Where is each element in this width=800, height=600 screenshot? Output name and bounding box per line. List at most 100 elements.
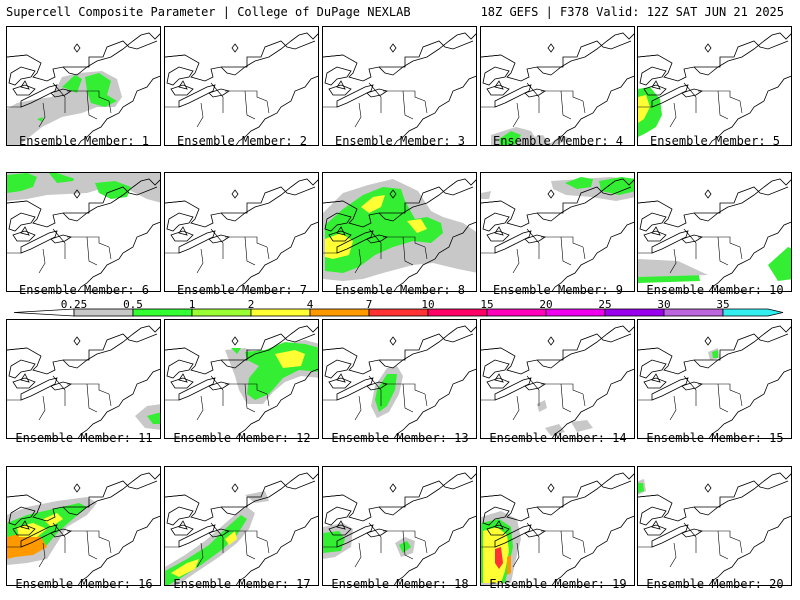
basemap-outline — [638, 472, 791, 585]
legend-tick-label: 20 — [539, 298, 553, 311]
diamond-marker-icon — [704, 43, 712, 53]
legend-color-segment — [309, 308, 370, 317]
scp-shaded-area — [225, 531, 237, 545]
legend-tick-label: 30 — [657, 298, 671, 311]
basemap-outline — [638, 178, 791, 291]
ensemble-member-panel — [480, 319, 635, 439]
ensemble-member-label: Ensemble Member: 16 — [15, 577, 153, 591]
ensemble-member-panel — [6, 466, 161, 586]
legend-color-segment — [368, 308, 429, 317]
scp-shaded-area — [571, 420, 593, 432]
ensemble-member-panel — [322, 319, 477, 439]
legend-color-segment — [250, 308, 311, 317]
scp-shaded-area — [399, 541, 411, 553]
ensemble-member-panel — [6, 26, 161, 146]
diamond-marker-icon — [547, 43, 555, 53]
color-scale-legend — [13, 308, 784, 317]
ensemble-member-label: Ensemble Member: 1 — [18, 134, 150, 148]
scp-shaded-area — [323, 531, 345, 553]
basemap-outline — [481, 325, 634, 438]
ensemble-member-label: Ensemble Member: 8 — [334, 283, 466, 297]
map-canvas — [7, 32, 160, 145]
basemap-outline — [7, 325, 160, 438]
scp-shaded-area — [407, 219, 427, 233]
map-canvas — [165, 32, 318, 145]
scp-shaded-area — [565, 177, 593, 189]
legend-tick-label: 7 — [365, 298, 373, 311]
ensemble-member-panel — [164, 319, 319, 439]
diamond-marker-icon — [547, 336, 555, 346]
diamond-marker-icon — [73, 189, 81, 199]
diamond-marker-icon — [704, 483, 712, 493]
scp-shaded-area — [17, 523, 47, 537]
ensemble-member-panel — [164, 172, 319, 292]
scp-shaded-area — [638, 95, 650, 123]
legend-color-segment — [722, 308, 784, 317]
map-canvas — [165, 178, 318, 291]
ensemble-member-label: Ensemble Member: 20 — [646, 577, 784, 591]
basemap-outline — [7, 178, 160, 291]
basemap-outline — [323, 32, 476, 145]
map-canvas — [481, 177, 634, 291]
map-canvas — [165, 325, 318, 438]
ensemble-member-panel — [322, 172, 477, 292]
scp-shaded-area — [507, 555, 511, 575]
ensemble-member-label: Ensemble Member: 12 — [173, 431, 311, 445]
ensemble-member-label: Ensemble Member: 18 — [331, 577, 469, 591]
map-canvas — [638, 472, 791, 585]
map-canvas — [7, 472, 160, 585]
legend-color-segment — [604, 308, 665, 317]
legend-tick-label: 35 — [716, 298, 730, 311]
diamond-marker-icon — [704, 189, 712, 199]
ensemble-member-panel — [322, 466, 477, 586]
diamond-marker-icon — [389, 483, 397, 493]
ensemble-member-label: Ensemble Member: 19 — [489, 577, 627, 591]
diamond-marker-icon — [389, 43, 397, 53]
basemap-outline — [323, 472, 476, 585]
diamond-marker-icon — [231, 483, 239, 493]
scp-shaded-area — [85, 73, 117, 107]
legend-tick-label: 10 — [421, 298, 435, 311]
legend-tick-label: 25 — [598, 298, 612, 311]
ensemble-member-label: Ensemble Member: 2 — [176, 134, 308, 148]
scp-shaded-area — [495, 547, 503, 569]
diamond-marker-icon — [231, 336, 239, 346]
diamond-marker-icon — [231, 43, 239, 53]
scp-shaded-area — [95, 181, 131, 199]
ensemble-member-panel — [6, 319, 161, 439]
map-canvas — [481, 32, 634, 145]
map-canvas — [323, 325, 476, 438]
diamond-marker-icon — [231, 189, 239, 199]
ensemble-member-panel — [637, 26, 792, 146]
ensemble-member-panel — [480, 466, 635, 586]
ensemble-member-panel — [637, 466, 792, 586]
map-canvas — [638, 32, 791, 145]
legend-tick-label: 2 — [247, 298, 255, 311]
basemap-outline — [638, 32, 791, 145]
ensemble-member-label: Ensemble Member: 11 — [15, 431, 153, 445]
ensemble-member-label: Ensemble Member: 3 — [334, 134, 466, 148]
legend-color-segment — [191, 308, 252, 317]
basemap-outline — [481, 472, 634, 585]
ensemble-member-label: Ensemble Member: 14 — [489, 431, 627, 445]
ensemble-member-panel — [480, 26, 635, 146]
scp-shaded-area — [545, 424, 565, 436]
legend-tick-label: 0.25 — [60, 298, 88, 311]
scp-shaded-area — [7, 173, 37, 193]
scp-shaded-area — [7, 173, 160, 203]
ensemble-member-panel — [6, 172, 161, 292]
diamond-marker-icon — [73, 43, 81, 53]
scp-shaded-area — [275, 350, 305, 368]
basemap-outline — [7, 472, 160, 585]
scp-shaded-area — [43, 513, 63, 527]
diamond-marker-icon — [389, 189, 397, 199]
map-canvas — [7, 325, 160, 438]
basemap-outline — [638, 325, 791, 438]
scp-shaded-area — [537, 400, 547, 412]
ensemble-member-label: Ensemble Member: 15 — [646, 431, 784, 445]
scp-shaded-area — [768, 247, 791, 281]
basemap-outline — [481, 32, 634, 145]
scp-shaded-area — [712, 350, 718, 358]
legend-color-segment — [545, 308, 606, 317]
scp-shaded-area — [325, 187, 443, 273]
